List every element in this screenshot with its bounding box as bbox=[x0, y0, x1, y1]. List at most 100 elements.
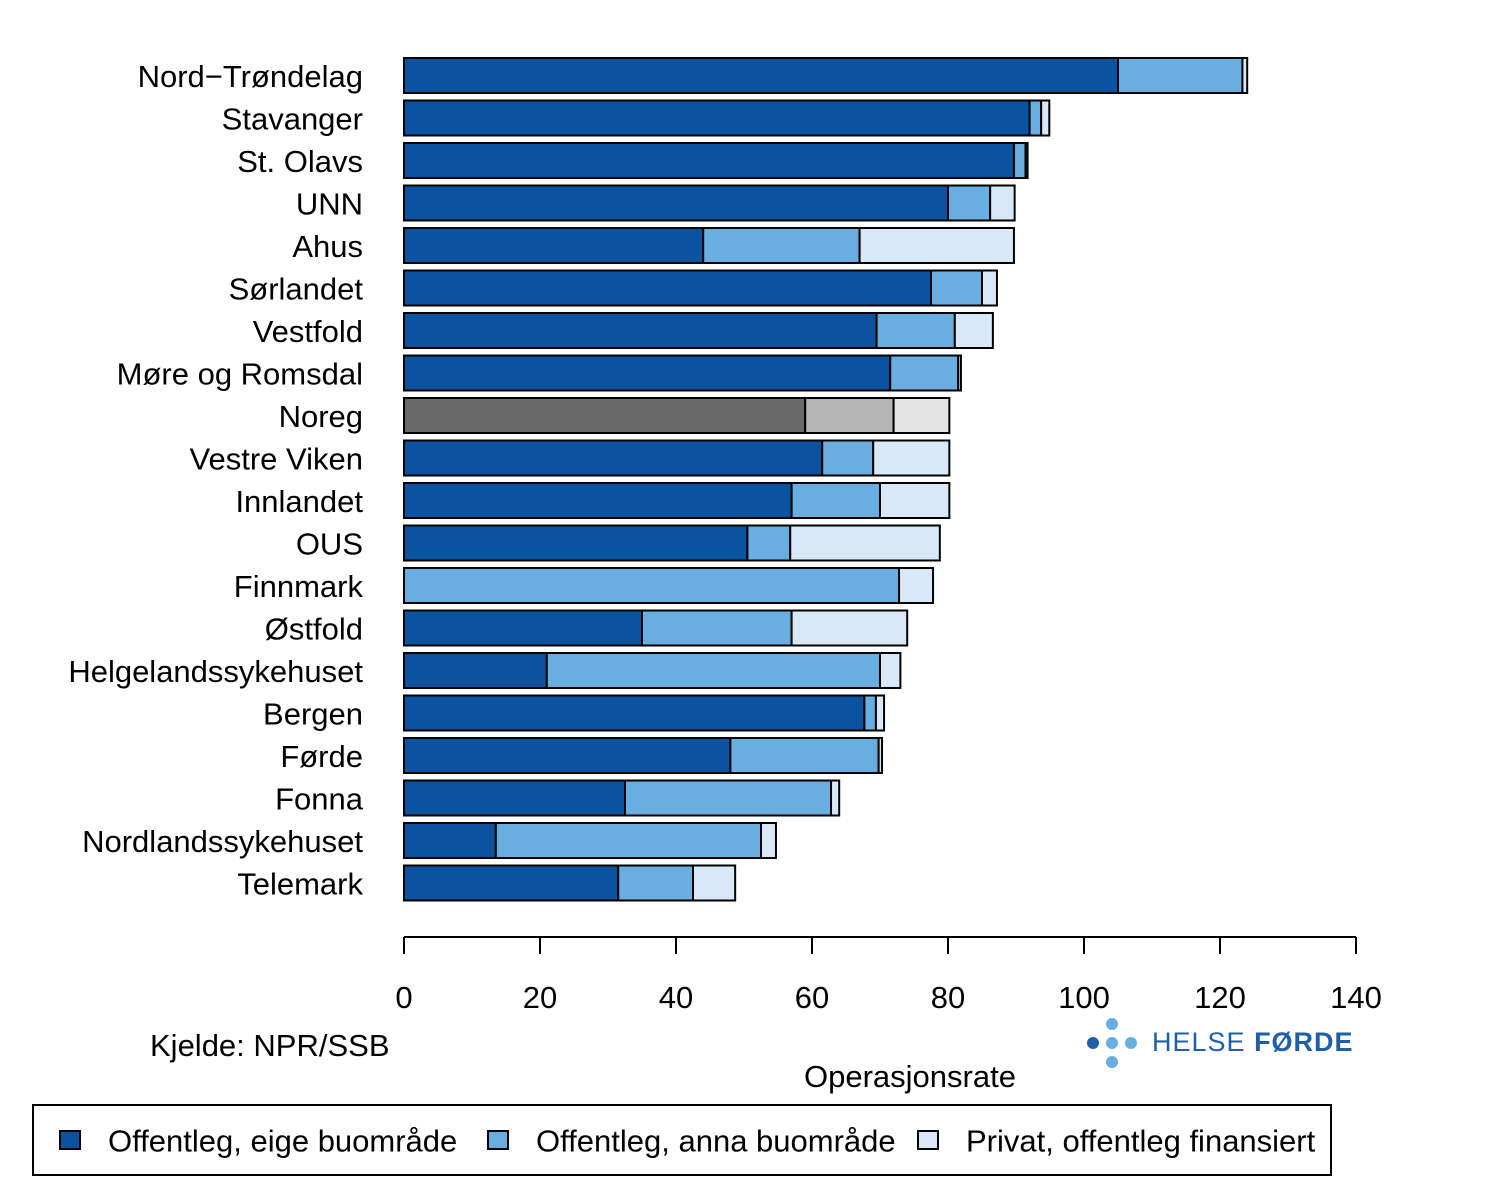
bar-segment-2-6 bbox=[930, 269, 983, 307]
category-label: St. Olavs bbox=[237, 144, 363, 179]
bar-segment-2-18 bbox=[624, 779, 833, 817]
bar-segment-1-20 bbox=[403, 864, 620, 902]
logo-dot-center bbox=[1087, 1037, 1099, 1049]
source-note: Kjelde: NPR/SSB bbox=[150, 1028, 390, 1063]
bar-segment-1-2 bbox=[403, 99, 1031, 137]
bar-segment-1-1 bbox=[403, 57, 1119, 94]
bar-segment-3-17 bbox=[877, 737, 884, 774]
bar-segment-3-5 bbox=[858, 227, 1015, 264]
bar-segment-1-12 bbox=[403, 524, 749, 562]
bar-segment-3-7 bbox=[953, 312, 994, 349]
category-label: Innlandet bbox=[235, 484, 363, 519]
bar-segment-2-3 bbox=[1012, 142, 1027, 179]
category-label: Bergen bbox=[263, 697, 363, 732]
bar-segment-2-7 bbox=[875, 312, 956, 349]
bar-segment-2-17 bbox=[729, 737, 880, 774]
category-label: Møre og Romsdal bbox=[117, 357, 363, 392]
bar-segment-2-8 bbox=[889, 354, 960, 392]
bar-segment-2-19 bbox=[494, 822, 762, 859]
x-tick-label: 80 bbox=[931, 980, 965, 1015]
category-label: Førde bbox=[280, 739, 363, 774]
x-tick-label: 120 bbox=[1194, 980, 1246, 1015]
bar-segment-3-6 bbox=[981, 269, 998, 307]
bar-segment-2-1 bbox=[1117, 57, 1244, 94]
bar-segment-1-11 bbox=[403, 482, 793, 519]
category-label: Helgelandssykehuset bbox=[68, 654, 363, 689]
helse-forde-logo: HELSE FØRDE bbox=[1087, 1018, 1354, 1068]
category-label: Fonna bbox=[275, 782, 364, 817]
category-labels: Nord−Trøndelag Stavanger St. Olavs UNN Ahus S… bbox=[68, 59, 363, 902]
bar-segment-1-9 bbox=[403, 397, 807, 434]
legend-box bbox=[32, 1104, 1332, 1176]
logo-word-forde: FØRDE bbox=[1254, 1027, 1354, 1057]
legend-swatch-2 bbox=[487, 1130, 509, 1150]
bar-segment-1-6 bbox=[403, 269, 932, 307]
bar-segment-1-10 bbox=[403, 439, 824, 477]
bar-segment-3-16 bbox=[874, 694, 886, 732]
bars-group bbox=[403, 57, 1249, 902]
bar-segment-3-11 bbox=[879, 482, 951, 519]
bar-segment-1-16 bbox=[403, 694, 866, 732]
bar-segment-1-5 bbox=[403, 227, 705, 264]
x-tick-label: 0 bbox=[395, 980, 412, 1015]
category-label: OUS bbox=[296, 527, 363, 562]
bar-segment-1-19 bbox=[403, 822, 497, 859]
bar-segment-2-9 bbox=[804, 397, 895, 434]
x-axis-title: Operasjonsrate bbox=[804, 1059, 1016, 1094]
x-tick-label: 140 bbox=[1330, 980, 1382, 1015]
legend-swatch-3 bbox=[917, 1130, 939, 1150]
logo-dot-top bbox=[1106, 1018, 1118, 1030]
category-label: Sørlandet bbox=[229, 272, 364, 307]
bar-segment-3-20 bbox=[692, 864, 737, 902]
x-tick-label: 40 bbox=[659, 980, 693, 1015]
bar-segment-2-2 bbox=[1028, 99, 1043, 137]
category-label: Østfold bbox=[265, 612, 363, 647]
legend: Offentleg, eige buområde Offentleg, anna … bbox=[32, 1104, 1332, 1176]
bar-segment-3-3 bbox=[1024, 142, 1029, 179]
bar-segment-2-12 bbox=[746, 524, 792, 562]
bar-segment-1-15 bbox=[403, 652, 548, 689]
category-label: Noreg bbox=[279, 399, 363, 434]
category-label: UNN bbox=[296, 187, 363, 222]
logo-dot-middle bbox=[1106, 1037, 1118, 1049]
bar-segment-3-10 bbox=[872, 439, 951, 477]
category-label: Nord−Trøndelag bbox=[138, 59, 363, 94]
bar-segment-1-14 bbox=[403, 609, 643, 647]
x-tick-label: 20 bbox=[523, 980, 557, 1015]
bar-segment-2-15 bbox=[545, 652, 881, 689]
bar-segment-2-16 bbox=[863, 694, 877, 732]
logo-wordmark: HELSE FØRDE bbox=[1152, 1027, 1354, 1057]
logo-dot-right bbox=[1125, 1037, 1137, 1049]
logo-word-helse: HELSE bbox=[1152, 1027, 1246, 1057]
bar-segment-1-17 bbox=[403, 737, 732, 774]
legend-label-2: Offentleg, anna buområde bbox=[536, 1124, 896, 1159]
category-label: Telemark bbox=[237, 867, 363, 902]
bar-segment-3-2 bbox=[1040, 99, 1051, 137]
bar-segment-1-7 bbox=[403, 312, 878, 349]
bar-segment-2-5 bbox=[702, 227, 861, 264]
bar-segment-3-12 bbox=[789, 524, 941, 562]
x-tick-label: 60 bbox=[795, 980, 829, 1015]
bar-segment-2-10 bbox=[821, 439, 875, 477]
bar-segment-2-13 bbox=[403, 567, 901, 604]
bar-segment-1-3 bbox=[403, 142, 1015, 179]
bar-segment-2-14 bbox=[641, 609, 793, 647]
legend-label-1: Offentleg, eige buområde bbox=[108, 1124, 457, 1159]
legend-label-3: Privat, offentleg finansiert bbox=[966, 1124, 1316, 1159]
bar-segment-1-8 bbox=[403, 354, 892, 392]
category-label: Finnmark bbox=[234, 569, 364, 604]
bar-segment-1-18 bbox=[403, 779, 626, 817]
bar-segment-2-20 bbox=[617, 864, 695, 902]
legend-swatch-1 bbox=[59, 1130, 81, 1150]
x-axis: 0 20 40 60 80 100 120 140 bbox=[395, 936, 1382, 1015]
bar-segment-3-4 bbox=[989, 184, 1016, 222]
logo-dot-bottom bbox=[1106, 1056, 1118, 1068]
category-label: Nordlandssykehuset bbox=[82, 824, 363, 859]
x-tick-label: 100 bbox=[1058, 980, 1110, 1015]
bar-segment-3-8 bbox=[957, 354, 962, 392]
category-label: Vestre Viken bbox=[190, 442, 363, 477]
bar-segment-2-4 bbox=[947, 184, 992, 222]
bar-segment-3-14 bbox=[790, 609, 909, 647]
bar-segment-3-9 bbox=[892, 397, 951, 434]
